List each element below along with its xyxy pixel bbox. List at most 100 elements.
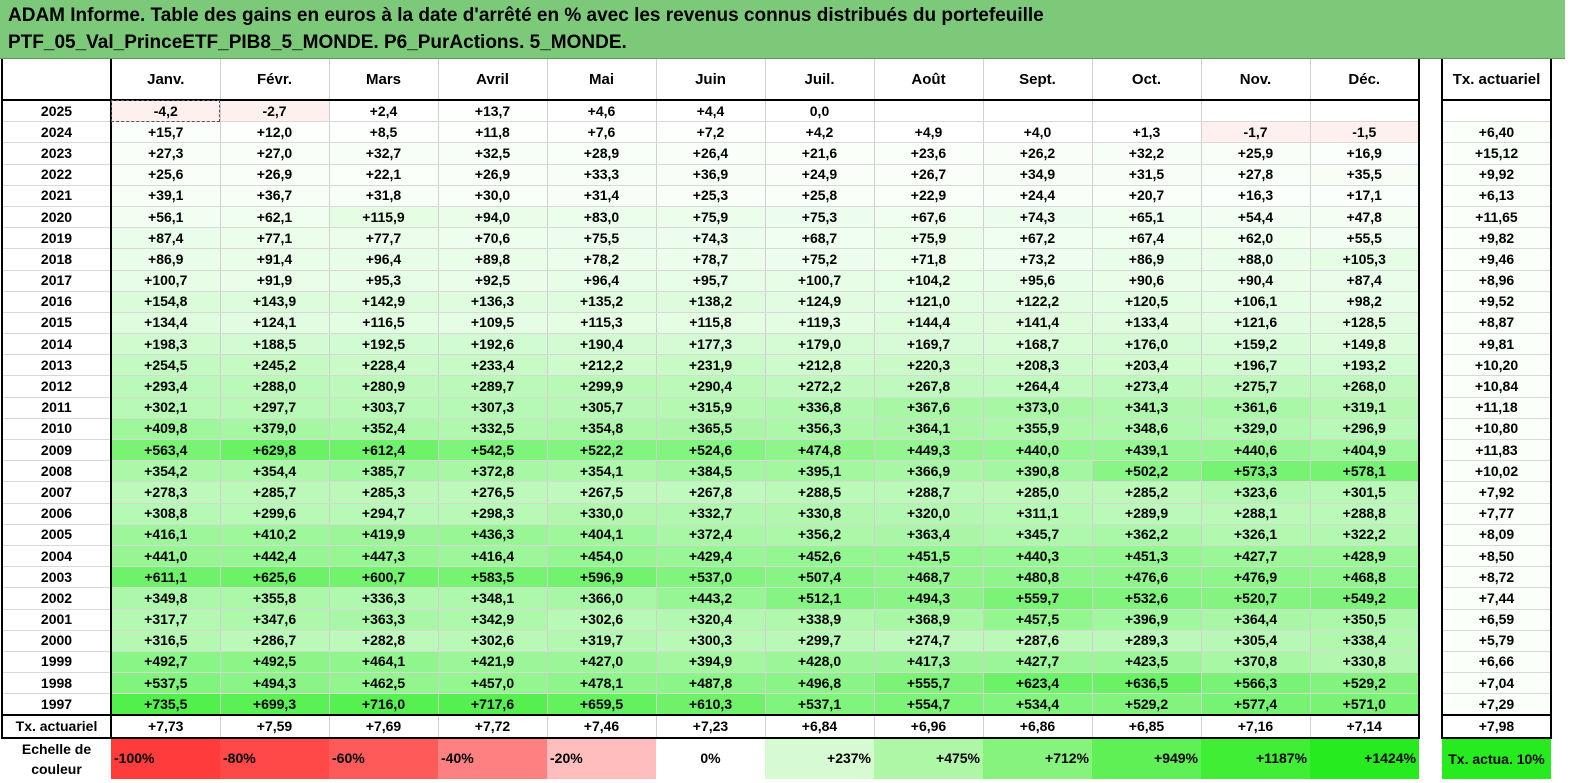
- gain-cell: +330,8: [764, 503, 874, 525]
- gain-cell: +537,1: [764, 693, 874, 716]
- gain-cell: +192,6: [437, 333, 547, 356]
- gain-cell: +427,7: [1200, 545, 1310, 568]
- gain-cell: +298,3: [437, 503, 547, 525]
- gain-cell: +77,1: [219, 227, 329, 250]
- gain-cell: +193,2: [1309, 354, 1420, 377]
- gain-cell: +476,6: [1091, 566, 1201, 589]
- gain-cell: +363,4: [873, 524, 983, 546]
- color-scale-swatch: +1424%: [1310, 737, 1419, 779]
- row-tx-actuariel: +7,92: [1441, 481, 1552, 504]
- gain-cell: +384,5: [655, 460, 765, 483]
- gain-cell: +372,8: [437, 460, 547, 483]
- gain-cell: +98,2: [1309, 291, 1420, 313]
- gain-cell: -2,7: [219, 100, 329, 123]
- gain-cell: +267,5: [546, 481, 656, 504]
- gain-cell: +366,0: [546, 587, 656, 610]
- gain-cell: +109,5: [437, 312, 547, 335]
- gain-cell: +302,6: [437, 630, 547, 652]
- gain-cell: +23,6: [873, 142, 983, 165]
- gain-cell: +16,9: [1309, 142, 1420, 165]
- gain-cell: +355,8: [219, 587, 329, 610]
- gain-cell: +75,9: [655, 206, 765, 229]
- gain-cell: +87,4: [1309, 270, 1420, 292]
- gain-cell: +404,9: [1309, 439, 1420, 462]
- gain-cell: +75,5: [546, 227, 656, 250]
- gain-cell: +106,1: [1200, 291, 1310, 313]
- gain-cell: +699,3: [219, 693, 329, 716]
- gain-cell: +15,7: [110, 121, 220, 144]
- gain-cell: +416,4: [437, 545, 547, 568]
- scale-spacer: [1419, 737, 1442, 779]
- gain-cell: +26,4: [655, 142, 765, 165]
- gain-cell: +128,5: [1309, 312, 1420, 335]
- gain-cell: +288,0: [219, 375, 329, 398]
- header-month: Mars: [328, 59, 438, 101]
- gain-cell: +341,3: [1091, 397, 1201, 419]
- gain-cell: +75,2: [764, 248, 874, 271]
- row-spacer: [1419, 460, 1442, 482]
- row-tx-actuariel: +8,09: [1441, 524, 1552, 546]
- gain-cell: +464,1: [328, 651, 438, 674]
- header-month: Nov.: [1200, 59, 1310, 101]
- row-year: 2024: [1, 121, 112, 144]
- color-scale-swatch: -60%: [329, 737, 438, 779]
- gain-cell: +440,3: [982, 545, 1092, 568]
- gain-cell: +507,4: [764, 566, 874, 589]
- gain-cell: +394,9: [655, 651, 765, 674]
- gain-cell: -1,5: [1309, 121, 1420, 144]
- gain-cell: +274,7: [873, 630, 983, 652]
- gain-cell: +124,1: [219, 312, 329, 335]
- gain-cell: +115,8: [655, 312, 765, 335]
- gain-cell: +404,1: [546, 524, 656, 546]
- gain-cell: +280,9: [328, 375, 438, 398]
- gain-cell: +410,2: [219, 524, 329, 546]
- gain-cell: +208,3: [982, 354, 1092, 377]
- gain-cell: +26,9: [437, 164, 547, 186]
- gain-cell: +549,2: [1309, 587, 1420, 610]
- header-row: Janv. Févr. Mars Avril Mai Juin Juil. Août Sept.…: [1, 59, 1552, 101]
- gain-cell: +348,1: [437, 587, 547, 610]
- gain-cell: +332,5: [437, 418, 547, 441]
- gain-cell: +297,7: [219, 397, 329, 419]
- gain-cell: +583,5: [437, 566, 547, 589]
- gain-cell: +457,0: [437, 672, 547, 695]
- gain-cell: +62,0: [1200, 227, 1310, 250]
- gain-cell: +409,8: [110, 418, 220, 441]
- row-spacer: [1419, 503, 1442, 525]
- row-tx-actuariel: +6,13: [1441, 185, 1552, 207]
- gain-cell: +4,4: [655, 100, 765, 123]
- gain-cell: +311,1: [982, 503, 1092, 525]
- gain-cell: 0,0: [764, 100, 874, 123]
- row-year: 2007: [1, 481, 112, 504]
- gain-cell: +559,7: [982, 587, 1092, 610]
- gain-cell: +372,4: [655, 524, 765, 546]
- row-year: 2015: [1, 312, 112, 335]
- gain-cell: +27,0: [219, 142, 329, 165]
- gain-cell: +288,8: [1309, 503, 1420, 525]
- table-row: 2014 +198,3 +188,5 +192,5 +192,6 +190,4 +177,3…: [1, 333, 1552, 356]
- gain-cell: +600,7: [328, 566, 438, 589]
- table-row: 2006 +308,8 +299,6 +294,7 +298,3 +330,0 +332,7…: [1, 503, 1552, 525]
- gain-cell: +286,7: [219, 630, 329, 652]
- gain-cell: +636,5: [1091, 672, 1201, 695]
- gain-cell: +330,0: [546, 503, 656, 525]
- row-tx-actuariel: +8,87: [1441, 312, 1552, 335]
- gain-cell: +288,7: [873, 481, 983, 504]
- row-spacer: [1419, 587, 1442, 609]
- gain-cell: +303,7: [328, 397, 438, 419]
- gain-cell: +301,5: [1309, 481, 1420, 504]
- gain-cell: +336,8: [764, 397, 874, 419]
- gain-cell: +278,3: [110, 481, 220, 504]
- gain-cell: +245,2: [219, 354, 329, 377]
- gain-cell: +7,6: [546, 121, 656, 144]
- gain-cell: +367,6: [873, 397, 983, 419]
- gain-cell: +4,0: [982, 121, 1092, 144]
- gain-cell: +468,8: [1309, 566, 1420, 589]
- gain-cell: +315,9: [655, 397, 765, 419]
- gain-cell: +134,4: [110, 312, 220, 335]
- gain-cell: +74,3: [655, 227, 765, 250]
- header-month: Oct.: [1091, 59, 1201, 101]
- gain-cell: +322,2: [1309, 524, 1420, 546]
- gain-cell: +192,5: [328, 333, 438, 356]
- gain-cell: +529,2: [1309, 672, 1420, 695]
